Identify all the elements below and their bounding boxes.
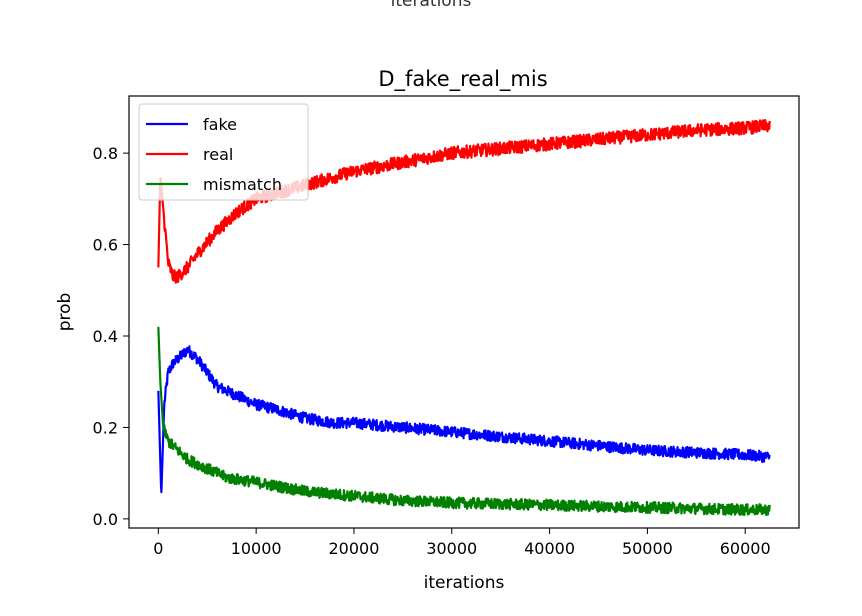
x-tick-label: 60000	[720, 539, 771, 558]
x-tick-label: 30000	[426, 539, 477, 558]
x-tick-label: 50000	[622, 539, 673, 558]
x-tick-label: 20000	[329, 539, 380, 558]
x-tick-label: 10000	[231, 539, 282, 558]
legend-label-fake: fake	[203, 115, 237, 134]
axes-frame	[128, 95, 800, 529]
y-axis-label: prob	[55, 293, 75, 332]
y-tick-label: 0.4	[93, 327, 118, 346]
series-line-fake	[157, 345, 771, 494]
chart-title: D_fake_real_mis	[378, 67, 547, 92]
previous-figure-xlabel: iterations	[390, 0, 472, 11]
legend: fake real mismatch	[138, 103, 309, 201]
x-axis-label: iterations	[424, 573, 505, 593]
legend-label-real: real	[203, 145, 233, 164]
y-tick-label: 0.2	[93, 418, 118, 437]
y-tick-label: 0.8	[93, 144, 118, 163]
y-axis-ticks: 0.0 0.2 0.4 0.6 0.8	[93, 144, 129, 529]
x-tick-label: 40000	[524, 539, 575, 558]
legend-box	[138, 103, 309, 201]
y-tick-label: 0.0	[93, 510, 118, 529]
legend-label-mismatch: mismatch	[203, 175, 282, 194]
series-line-mismatch	[157, 326, 771, 517]
y-tick-label: 0.6	[93, 236, 118, 255]
x-tick-label: 0	[153, 539, 163, 558]
x-axis-ticks: 0 10000 20000 30000 40000 50000 60000	[153, 528, 771, 558]
